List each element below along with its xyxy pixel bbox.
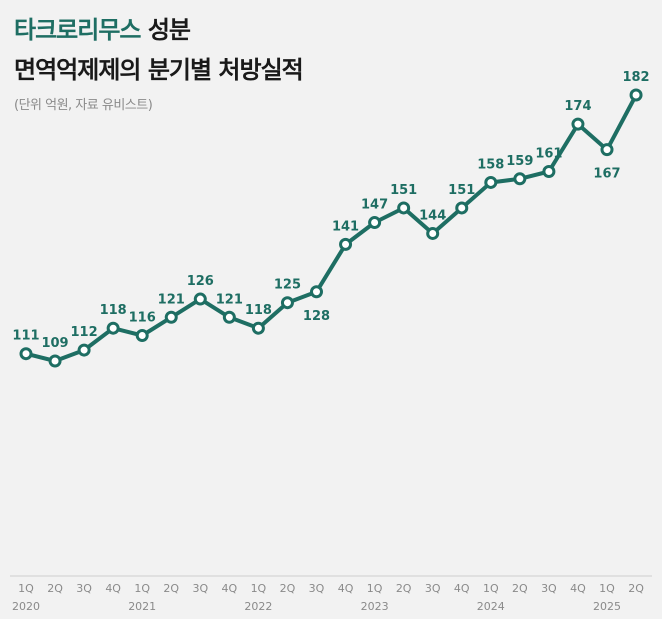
x-tick-label: 2Q bbox=[280, 582, 296, 595]
data-label: 112 bbox=[71, 325, 98, 340]
x-tick-label: 2Q bbox=[512, 582, 528, 595]
data-point bbox=[455, 201, 469, 215]
x-tick-label: 3Q bbox=[76, 582, 92, 595]
data-point bbox=[397, 201, 411, 215]
x-tick-label: 4Q bbox=[105, 582, 121, 595]
data-point bbox=[600, 143, 614, 157]
data-point bbox=[571, 117, 585, 131]
data-label: 118 bbox=[100, 303, 127, 318]
x-tick-label: 4Q bbox=[338, 582, 354, 595]
data-point bbox=[629, 88, 643, 102]
data-label: 116 bbox=[129, 310, 156, 325]
series-line bbox=[24, 93, 639, 363]
data-label: 151 bbox=[390, 183, 417, 198]
data-point bbox=[513, 172, 527, 186]
x-tick-label: 2Q bbox=[163, 582, 179, 595]
x-tick-label: 2Q bbox=[47, 582, 63, 595]
data-point bbox=[484, 175, 498, 189]
data-label: 159 bbox=[506, 154, 533, 169]
data-label: 147 bbox=[361, 198, 388, 213]
x-tick-label: 1Q bbox=[251, 582, 267, 595]
data-label: 182 bbox=[622, 70, 649, 85]
data-point bbox=[310, 285, 323, 299]
chart-title-line1: 타크로리무스 성분 bbox=[14, 14, 303, 46]
x-tick-label: 2Q bbox=[628, 582, 644, 595]
x-tick-label: 3Q bbox=[192, 582, 208, 595]
x-tick-label: 1Q bbox=[367, 582, 383, 595]
x-year-label: 2022 bbox=[244, 600, 272, 613]
title-rest: 성분 bbox=[140, 16, 191, 44]
data-point bbox=[48, 354, 62, 368]
data-label: 121 bbox=[216, 292, 243, 307]
data-point bbox=[77, 343, 91, 357]
x-year-label: 2024 bbox=[477, 600, 505, 613]
data-point bbox=[193, 292, 207, 306]
x-tick-label: 1Q bbox=[18, 582, 34, 595]
data-label: 167 bbox=[593, 167, 620, 182]
data-label: 151 bbox=[448, 183, 475, 198]
data-label: 111 bbox=[12, 329, 39, 344]
data-label: 161 bbox=[535, 147, 562, 162]
x-tick-label: 1Q bbox=[134, 582, 150, 595]
data-point bbox=[135, 328, 149, 342]
data-label: 126 bbox=[187, 274, 214, 289]
x-tick-label: 3Q bbox=[309, 582, 325, 595]
data-label: 141 bbox=[332, 219, 359, 234]
x-tick-label: 4Q bbox=[222, 582, 238, 595]
data-point bbox=[19, 347, 33, 361]
data-point bbox=[339, 237, 353, 251]
data-label: 158 bbox=[477, 157, 504, 172]
data-label: 125 bbox=[274, 278, 301, 293]
title-highlight: 타크로리무스 bbox=[14, 16, 141, 44]
data-label: 128 bbox=[303, 309, 330, 324]
chart-subtitle: (단위 억원, 자료 유비스트) bbox=[14, 98, 153, 113]
data-point bbox=[106, 321, 120, 335]
data-label: 109 bbox=[41, 336, 68, 351]
data-label: 174 bbox=[564, 99, 591, 114]
x-tick-label: 1Q bbox=[483, 582, 499, 595]
x-tick-label: 3Q bbox=[541, 582, 557, 595]
x-year-label: 2025 bbox=[593, 600, 621, 613]
data-label: 118 bbox=[245, 303, 272, 318]
x-tick-label: 4Q bbox=[454, 582, 470, 595]
x-tick-label: 1Q bbox=[599, 582, 615, 595]
x-tick-label: 2Q bbox=[396, 582, 412, 595]
x-tick-label: 4Q bbox=[570, 582, 586, 595]
data-point bbox=[251, 321, 265, 335]
data-label: 121 bbox=[158, 292, 185, 307]
x-year-label: 2020 bbox=[12, 600, 40, 613]
data-point bbox=[164, 310, 178, 324]
x-tick-label: 3Q bbox=[425, 582, 441, 595]
data-point bbox=[542, 165, 556, 179]
data-point bbox=[368, 216, 382, 230]
x-year-label: 2021 bbox=[128, 600, 156, 613]
data-point bbox=[222, 310, 236, 324]
chart-title-line2: 면역억제제의 분기별 처방실적 bbox=[14, 56, 304, 84]
data-point bbox=[280, 296, 294, 310]
data-label: 144 bbox=[419, 208, 446, 223]
data-point bbox=[426, 226, 440, 240]
title-area: 타크로리무스 성분 면역억제제의 분기별 처방실적 (단위 억원, 자료 유비스… bbox=[14, 14, 304, 113]
x-year-label: 2023 bbox=[361, 600, 389, 613]
